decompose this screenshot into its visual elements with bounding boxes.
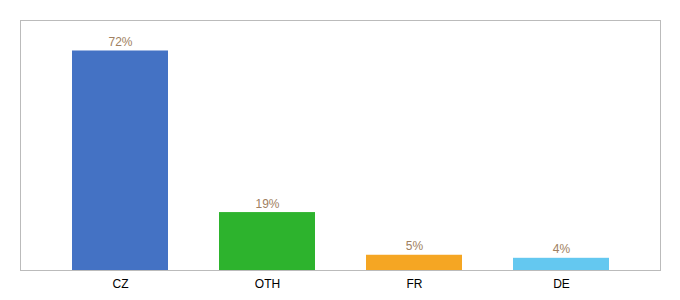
svg-text:19%: 19% [255,197,279,211]
svg-text:CZ: CZ [113,277,129,291]
svg-text:4%: 4% [553,242,571,256]
svg-text:72%: 72% [108,35,132,49]
svg-text:OTH: OTH [255,277,280,291]
svg-text:5%: 5% [406,239,424,253]
svg-text:FR: FR [407,277,423,291]
svg-text:DE: DE [553,277,570,291]
